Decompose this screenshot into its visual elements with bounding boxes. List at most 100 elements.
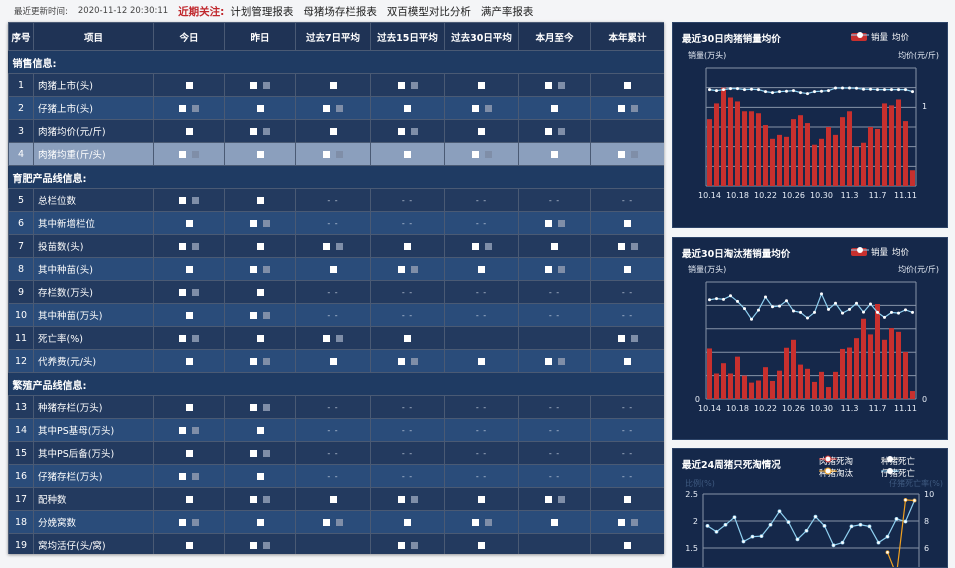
masked-value-cell bbox=[444, 510, 519, 534]
section-title: 育肥产品线信息: bbox=[8, 165, 664, 189]
table-row[interactable]: 7 投苗数(头) bbox=[8, 234, 664, 258]
masked-value bbox=[250, 495, 257, 503]
table-row[interactable]: 3 肉猪均价(元/斤) bbox=[8, 119, 664, 143]
bar bbox=[896, 99, 901, 186]
legend-item: 种猪淘汰 bbox=[819, 467, 853, 479]
column-header: 昨日 bbox=[224, 22, 296, 51]
column-header: 项目 bbox=[33, 22, 154, 51]
row-label: 其中种苗(头) bbox=[33, 257, 154, 281]
masked-value bbox=[544, 219, 552, 227]
masked-value bbox=[185, 357, 193, 365]
value-cell: - - bbox=[444, 211, 519, 235]
table-row[interactable]: 18 分娩窝数 bbox=[8, 510, 664, 534]
row-label: 其中PS基母(万头) bbox=[33, 418, 154, 442]
value-cell: - - bbox=[295, 441, 371, 465]
table-row[interactable]: 9 存栏数(万头) - - - - - - - - - - bbox=[8, 280, 664, 304]
table-row[interactable]: 5 总栏位数 - - - - - - - - - - bbox=[8, 188, 664, 212]
row-label: 其中PS后备(万头) bbox=[33, 441, 154, 465]
masked-value bbox=[179, 150, 186, 158]
masked-value bbox=[471, 150, 479, 158]
link-model-comparison[interactable]: 双百模型对比分析 bbox=[386, 5, 471, 18]
bar bbox=[707, 119, 712, 186]
series-point bbox=[876, 540, 881, 545]
table-row[interactable]: 16 仔猪存栏(万头) - - - - - - - - - - bbox=[8, 464, 664, 488]
masked-value bbox=[185, 127, 193, 135]
cell-value: - - bbox=[475, 402, 488, 412]
row-number: 8 bbox=[8, 257, 34, 281]
table-row[interactable]: 13 种猪存栏(万头) - - - - - - - - - - bbox=[8, 395, 664, 419]
masked-value bbox=[630, 150, 638, 158]
value-cell: - - bbox=[590, 303, 664, 327]
table-row[interactable]: 2 仔猪上市(头) bbox=[8, 96, 664, 120]
price-point bbox=[743, 88, 746, 92]
masked-value bbox=[263, 357, 270, 365]
masked-value bbox=[551, 104, 558, 112]
masked-value-cell bbox=[518, 349, 591, 373]
table-row[interactable]: 4 肉猪均重(斤/头) bbox=[8, 142, 664, 166]
masked-value-cell bbox=[153, 533, 225, 554]
masked-value bbox=[192, 426, 199, 434]
masked-value bbox=[256, 334, 264, 342]
section-title: 销售信息: bbox=[8, 50, 664, 74]
value-cell bbox=[518, 533, 591, 554]
masked-value-cell bbox=[518, 510, 591, 534]
masked-value-cell bbox=[370, 326, 445, 350]
masked-value bbox=[617, 334, 625, 342]
value-cell: - - bbox=[295, 280, 371, 304]
y-tick-label: 2 bbox=[693, 517, 698, 526]
price-point bbox=[708, 88, 711, 92]
price-point bbox=[862, 87, 865, 91]
series-point bbox=[714, 529, 719, 534]
masked-value bbox=[263, 127, 270, 135]
masked-value bbox=[630, 334, 638, 342]
masked-value bbox=[263, 265, 270, 273]
masked-value bbox=[323, 104, 330, 112]
masked-value-cell bbox=[224, 211, 296, 235]
cell-value: - - bbox=[621, 195, 634, 205]
masked-value-cell bbox=[153, 73, 225, 97]
price-point bbox=[771, 305, 774, 309]
masked-value-cell bbox=[590, 142, 664, 166]
masked-value bbox=[551, 518, 558, 526]
series-point bbox=[759, 534, 764, 539]
bar bbox=[868, 127, 873, 186]
table-row[interactable]: 15 其中PS后备(万头) - - - - - - - - - - bbox=[8, 441, 664, 465]
masked-value bbox=[557, 495, 565, 503]
table-row[interactable]: 14 其中PS基母(万头) - - - - - - - - - - bbox=[8, 418, 664, 442]
price-point bbox=[820, 89, 823, 93]
series-point bbox=[813, 514, 818, 519]
table-row[interactable]: 19 窝均活仔(头/窝) bbox=[8, 533, 664, 554]
cell-value: - - bbox=[401, 402, 414, 412]
link-full-capacity-report[interactable]: 满产率报表 bbox=[480, 5, 534, 18]
table-row[interactable]: 17 配种数 bbox=[8, 487, 664, 511]
bar bbox=[861, 318, 866, 399]
masked-value-cell bbox=[224, 257, 296, 281]
masked-value-cell bbox=[295, 119, 371, 143]
table-row[interactable]: 11 死亡率(%) bbox=[8, 326, 664, 350]
chart-title: 最近30日淘汰猪销量均价 bbox=[682, 249, 791, 260]
cell-value: - - bbox=[401, 448, 414, 458]
table-row[interactable]: 10 其中种苗(万头) - - - - - - - - - - bbox=[8, 303, 664, 327]
x-tick-label: 11.3 bbox=[841, 191, 859, 200]
value-cell: - - bbox=[518, 280, 591, 304]
x-tick-label: 10.22 bbox=[754, 191, 777, 200]
table-row[interactable]: 6 其中新增栏位 - - - - - - bbox=[8, 211, 664, 235]
value-cell: - - bbox=[590, 441, 664, 465]
x-tick-label: 10.18 bbox=[726, 191, 749, 200]
table-row[interactable]: 1 肉猪上市(头) bbox=[8, 73, 664, 97]
y-axis-label: 比例(%) bbox=[685, 479, 715, 488]
chart-legend: 销量 均价 bbox=[851, 246, 909, 258]
row-label: 死亡率(%) bbox=[33, 326, 154, 350]
masked-value bbox=[179, 518, 186, 526]
table-row[interactable]: 12 代养费(元/头) bbox=[8, 349, 664, 373]
masked-value bbox=[478, 541, 485, 549]
link-sow-farm-report[interactable]: 母猪场存栏报表 bbox=[303, 5, 377, 18]
masked-value-cell bbox=[153, 487, 225, 511]
masked-value bbox=[250, 541, 257, 549]
cell-value: - - bbox=[401, 471, 414, 481]
table-row[interactable]: 8 其中种苗(头) bbox=[8, 257, 664, 281]
link-plan-report[interactable]: 计划管理报表 bbox=[230, 5, 294, 18]
price-point bbox=[757, 88, 760, 92]
row-number: 13 bbox=[8, 395, 34, 419]
masked-value-cell bbox=[224, 303, 296, 327]
